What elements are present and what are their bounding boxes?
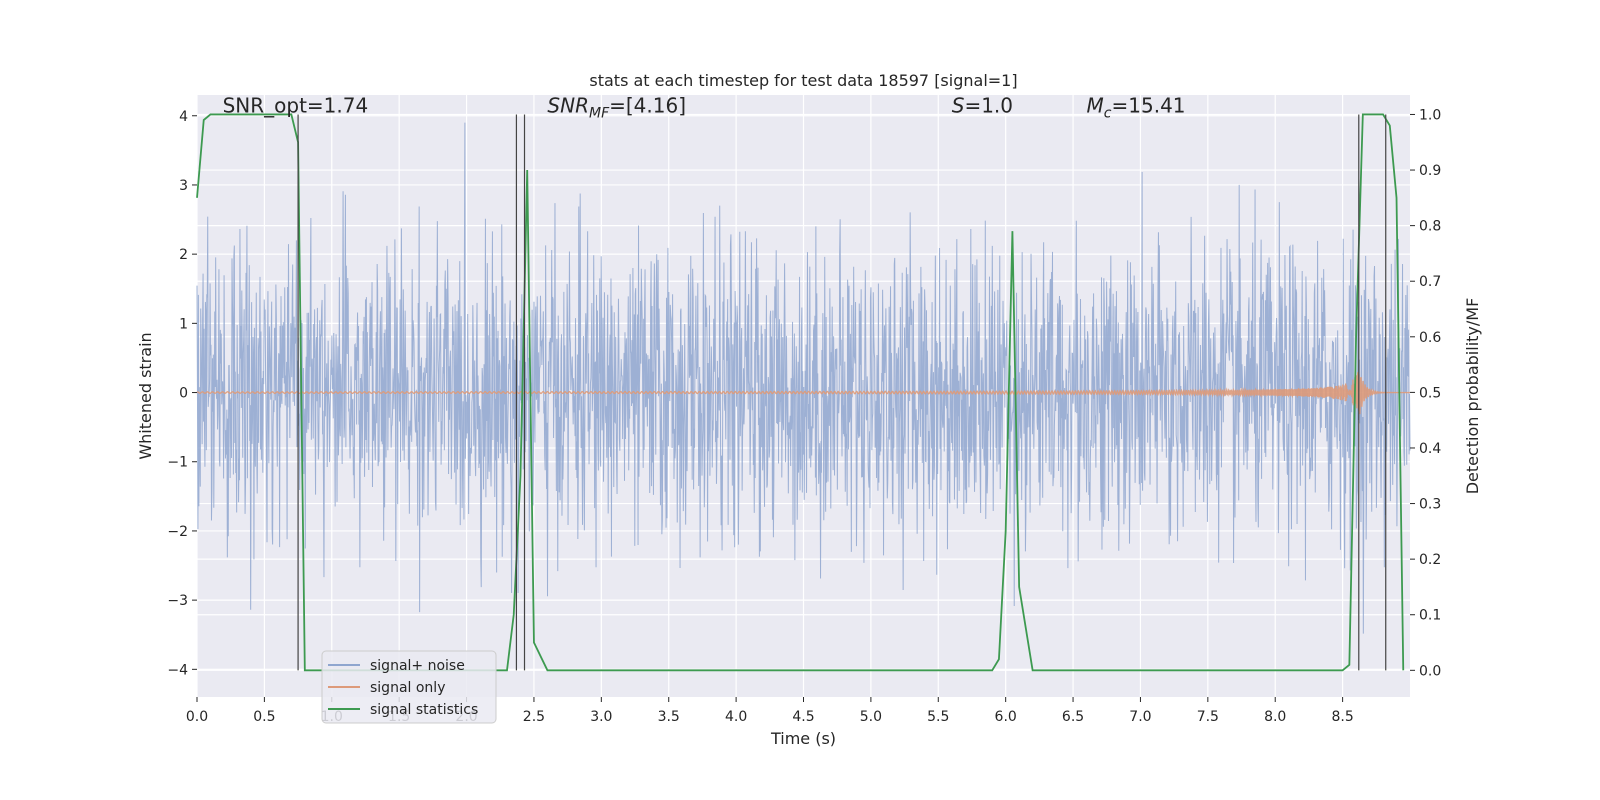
y-tick-label: 4 xyxy=(179,109,188,125)
y2-tick-label: 0.7 xyxy=(1419,274,1441,290)
x-tick-label: 4.5 xyxy=(792,709,814,725)
y2-tick-label: 0.9 xyxy=(1419,163,1441,179)
vline-layer xyxy=(297,114,1387,671)
y2-tick-label: 0.6 xyxy=(1419,330,1441,346)
y-tick-label: 0 xyxy=(179,386,188,402)
x-tick-label: 7.5 xyxy=(1197,709,1219,725)
x-tick-label: 6.5 xyxy=(1062,709,1084,725)
x-tick-label: 4.0 xyxy=(725,709,747,725)
x-tick-label: 0.0 xyxy=(186,709,208,725)
x-tick-label: 6.0 xyxy=(995,709,1017,725)
series-signal-only-line xyxy=(196,372,1410,415)
annotation-layer: SNR_opt=1.74 SNRMF=[4.16] S=1.0 Mc=15.41 xyxy=(223,93,1186,121)
y-tick-label: −4 xyxy=(167,662,188,678)
y2-tick-label: 0.5 xyxy=(1419,385,1441,401)
x-tick-label: 8.0 xyxy=(1264,709,1286,725)
x-tick-label: 2.5 xyxy=(523,709,545,725)
series-signal-noise-line xyxy=(196,122,1411,634)
x-tick-label: 8.5 xyxy=(1331,709,1353,725)
x-tick-label: 3.0 xyxy=(590,709,612,725)
title-layer: stats at each timestep for test data 185… xyxy=(589,71,1017,90)
y-tick-label: 2 xyxy=(179,247,188,263)
y2-axis-label: Detection probability/MF xyxy=(1463,298,1482,495)
chart-title: stats at each timestep for test data 185… xyxy=(589,71,1017,90)
y2-tick-label: 0.2 xyxy=(1419,552,1441,568)
annotation-label: SNR_opt=1.74 xyxy=(223,93,369,117)
annotation-label: S=1.0 xyxy=(952,93,1013,117)
x-tick-label: 5.5 xyxy=(927,709,949,725)
annotation-label: Mc=15.41 xyxy=(1087,93,1186,121)
legend-label: signal only xyxy=(370,680,445,696)
y-tick-label: 1 xyxy=(179,316,188,332)
y-tick-label: −2 xyxy=(167,524,188,540)
x-axis-label: Time (s) xyxy=(770,729,836,748)
legend: signal+ noise signal only signal statistic… xyxy=(321,650,497,724)
y-tick-label: −1 xyxy=(167,455,188,471)
y2-tick-label: 0.4 xyxy=(1419,441,1441,457)
x-tick-label: 0.5 xyxy=(253,709,275,725)
annotation-label: SNRMF=[4.16] xyxy=(547,93,686,121)
y-axis-label: Whitened strain xyxy=(136,332,155,459)
series-layer xyxy=(196,113,1411,672)
y-tick-label: 3 xyxy=(179,178,188,194)
y2-tick-label: 0.1 xyxy=(1419,608,1441,624)
tick-layer: 0.00.51.01.52.02.53.03.54.04.55.05.56.06… xyxy=(136,107,1482,748)
y2-tick-label: 1.0 xyxy=(1419,107,1441,123)
legend-box xyxy=(321,650,497,724)
x-tick-label: 3.5 xyxy=(658,709,680,725)
x-tick-label: 5.0 xyxy=(860,709,882,725)
legend-label: signal+ noise xyxy=(370,658,465,674)
y2-tick-label: 0.3 xyxy=(1419,497,1441,513)
y-tick-label: −3 xyxy=(167,593,188,609)
legend-label: signal statistics xyxy=(370,702,478,718)
series-signal-statistics-line xyxy=(196,113,1405,672)
y2-tick-label: 0.8 xyxy=(1419,219,1441,235)
y2-tick-label: 0.0 xyxy=(1419,663,1441,679)
x-tick-label: 7.0 xyxy=(1129,709,1151,725)
